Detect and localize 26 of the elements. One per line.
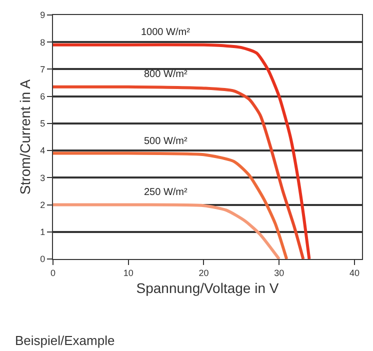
series-label: 1000 W/m²	[141, 27, 191, 38]
line-series	[53, 43, 311, 259]
line-series	[53, 85, 305, 259]
x-tick-label: 40	[349, 268, 360, 278]
y-tick-label: 0	[40, 254, 46, 264]
x-tick-label: 30	[274, 268, 284, 278]
y-tick-label: 9	[40, 10, 46, 20]
y-tick-label: 3	[40, 172, 46, 183]
x-axis-title: Spannung/Voltage in V	[136, 280, 280, 296]
x-tick-label: 20	[198, 268, 209, 278]
y-tick-label: 5	[40, 118, 46, 129]
y-axis-title: Strom/Current in A	[16, 78, 33, 195]
series-label: 250 W/m²	[144, 187, 188, 198]
series-label: 500 W/m²	[144, 136, 188, 147]
y-tick-label: 1	[40, 227, 46, 238]
line-series	[53, 152, 288, 259]
y-tick-label: 6	[40, 91, 46, 102]
y-tick-label: 4	[40, 146, 46, 156]
y-tick-label: 8	[40, 37, 46, 48]
line-series	[53, 203, 281, 259]
x-tick-label: 0	[50, 268, 56, 278]
text: Beispiel/Example	[15, 333, 115, 348]
y-tick-label: 7	[40, 64, 46, 74]
y-tick-label: 2	[40, 200, 46, 210]
series-label: 800 W/m²	[144, 69, 188, 80]
x-tick-label: 10	[123, 268, 134, 278]
